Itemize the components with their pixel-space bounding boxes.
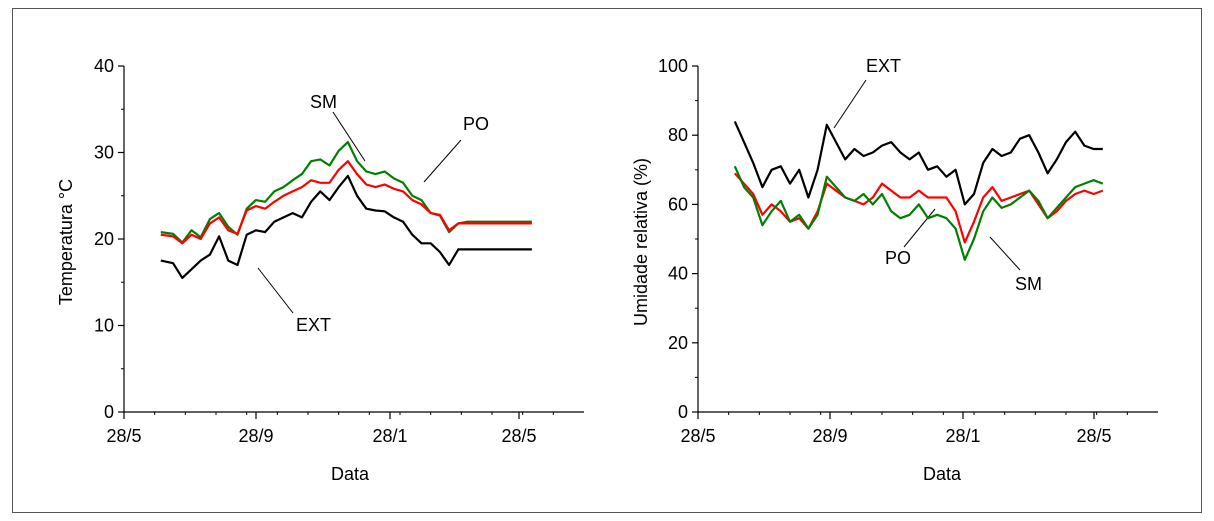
y-tick-label: 60 xyxy=(668,194,688,214)
y-axis-label: Umidade relativa (%) xyxy=(631,158,651,326)
y-tick-label: 40 xyxy=(94,56,114,76)
y-tick-label: 20 xyxy=(668,333,688,353)
x-axis-label: Data xyxy=(923,464,962,484)
x-axis-label: Data xyxy=(331,464,370,484)
series-line-ext xyxy=(733,120,1103,206)
leader-sm xyxy=(989,236,1021,271)
y-tick-label: 0 xyxy=(678,402,688,422)
leader-ext xyxy=(257,267,294,314)
y-axis-label: Temperatura °C xyxy=(56,179,76,305)
chart-left: Temperatura °C Data SM PO EXT xyxy=(56,92,489,484)
y-tick-label: 30 xyxy=(94,143,114,163)
x-tick-label: 28/5 xyxy=(1076,426,1111,446)
y-tick-label: 100 xyxy=(658,56,688,76)
leader-po xyxy=(423,139,462,183)
leader-po xyxy=(903,208,936,248)
x-tick-label: 28/5 xyxy=(680,426,715,446)
x-tick-label: 28/9 xyxy=(812,426,847,446)
annotation-po: PO xyxy=(463,114,489,134)
y-tick-label: 80 xyxy=(668,125,688,145)
y-tick-label: 10 xyxy=(94,316,114,336)
y-tick-label: 20 xyxy=(94,229,114,249)
leader-sm xyxy=(332,111,366,162)
x-tick-label: 28/9 xyxy=(238,426,273,446)
annotation-sm: SM xyxy=(310,92,337,112)
figure-frame xyxy=(12,8,1202,513)
series-line-sm xyxy=(733,165,1104,261)
series-line-sm xyxy=(160,141,532,244)
leader-ext xyxy=(833,79,867,129)
series-line-ext xyxy=(160,174,532,279)
y-tick-label: 40 xyxy=(668,264,688,284)
annotation-po: PO xyxy=(885,248,911,268)
y-tick-label: 0 xyxy=(104,402,114,422)
series-line-po xyxy=(160,160,532,245)
x-tick-label: 28/1 xyxy=(945,426,980,446)
x-tick-label: 28/1 xyxy=(372,426,407,446)
chart-right: Umidade relativa (%) Data EXT PO SM xyxy=(631,56,1042,484)
annotation-ext: EXT xyxy=(296,315,331,335)
annotation-sm: SM xyxy=(1015,274,1042,294)
x-tick-label: 28/5 xyxy=(501,426,536,446)
x-tick-label: 28/5 xyxy=(106,426,141,446)
annotation-ext: EXT xyxy=(866,56,901,76)
